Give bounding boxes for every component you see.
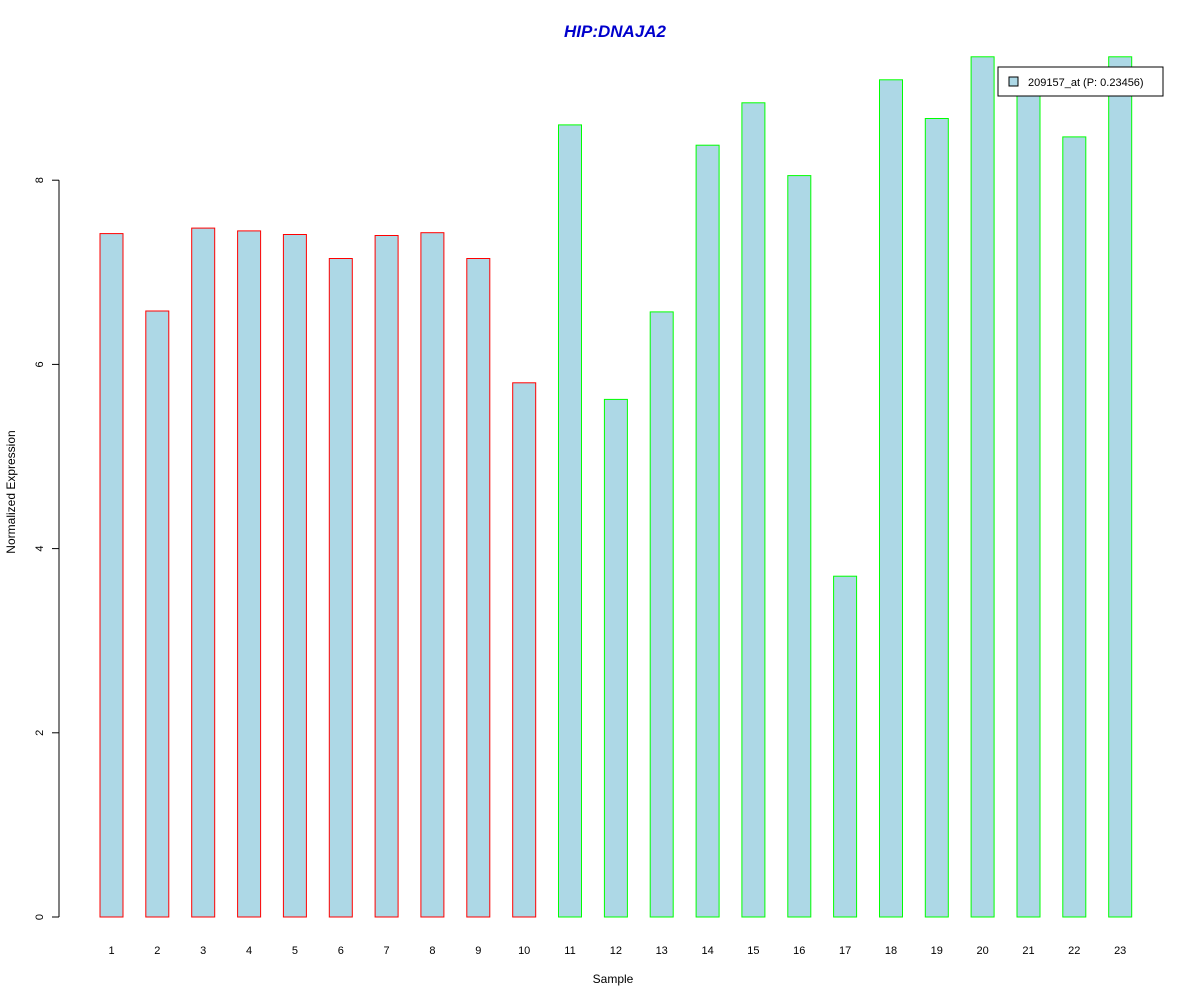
y-tick-label: 4 bbox=[34, 546, 46, 552]
bar-21 bbox=[1016, 92, 1041, 918]
x-tick-label: 5 bbox=[292, 945, 298, 957]
y-tick-label: 8 bbox=[34, 177, 46, 183]
legend: 209157_at (P: 0.23456) bbox=[997, 66, 1164, 97]
bar-11 bbox=[558, 124, 582, 918]
y-axis-title: Normalized Expression bbox=[4, 430, 18, 553]
chart-title: HIP:DNAJA2 bbox=[564, 22, 667, 41]
bar-5 bbox=[282, 234, 307, 918]
bar-9 bbox=[466, 258, 491, 918]
bar-2 bbox=[145, 310, 170, 918]
bar-13 bbox=[649, 311, 674, 918]
x-tick-label: 9 bbox=[475, 945, 481, 957]
bar-17 bbox=[833, 575, 858, 918]
x-tick-label: 20 bbox=[976, 945, 988, 957]
x-tick-label: 13 bbox=[656, 945, 668, 957]
y-tick-label: 0 bbox=[34, 914, 46, 920]
x-tick-label: 4 bbox=[246, 945, 252, 957]
bar-3 bbox=[191, 227, 216, 918]
bar-22 bbox=[1062, 136, 1087, 918]
bar-16 bbox=[787, 175, 812, 918]
x-tick-label: 10 bbox=[518, 945, 530, 957]
bar-7 bbox=[374, 235, 399, 918]
bar-18 bbox=[879, 79, 903, 918]
bar-10 bbox=[512, 382, 537, 918]
x-tick-label: 18 bbox=[885, 945, 897, 957]
x-tick-label: 19 bbox=[931, 945, 943, 957]
y-axis: 0 2 4 6 8 bbox=[34, 177, 60, 920]
x-tick-label: 7 bbox=[384, 945, 390, 957]
bar-19 bbox=[924, 118, 949, 918]
x-axis-title: Sample bbox=[593, 972, 634, 986]
bar-1 bbox=[99, 233, 124, 918]
x-tick-label: 11 bbox=[564, 945, 575, 957]
bar-15 bbox=[741, 102, 766, 918]
x-tick-label: 17 bbox=[839, 945, 851, 957]
x-tick-label: 8 bbox=[429, 945, 435, 957]
x-tick-label: 2 bbox=[154, 945, 160, 957]
x-tick-label: 1 bbox=[108, 945, 114, 957]
bar-6 bbox=[328, 258, 353, 918]
x-tick-label: 23 bbox=[1114, 945, 1126, 957]
x-tick-label: 16 bbox=[793, 945, 805, 957]
y-tick-label: 6 bbox=[34, 361, 46, 367]
legend-label: 209157_at (P: 0.23456) bbox=[1028, 77, 1144, 89]
bar-4 bbox=[237, 230, 262, 918]
x-tick-labels: 1 2 3 4 5 6 7 8 9 10 11 12 13 14 15 16 17 18 19 20 21 22 23 bbox=[108, 945, 1126, 957]
legend-box bbox=[997, 66, 1164, 97]
y-tick-label: 2 bbox=[34, 730, 46, 736]
bar-20 bbox=[970, 56, 995, 918]
legend-swatch bbox=[1008, 76, 1019, 87]
bars bbox=[99, 56, 1133, 918]
x-tick-label: 15 bbox=[747, 945, 759, 957]
bar-23 bbox=[1108, 56, 1133, 918]
x-tick-label: 21 bbox=[1022, 945, 1034, 957]
x-tick-label: 22 bbox=[1068, 945, 1080, 957]
bar-8 bbox=[420, 232, 445, 918]
bar-12 bbox=[603, 398, 628, 918]
bar-14 bbox=[695, 144, 720, 918]
x-tick-label: 3 bbox=[200, 945, 206, 957]
x-tick-label: 14 bbox=[701, 945, 713, 957]
x-tick-label: 12 bbox=[610, 945, 622, 957]
x-tick-label: 6 bbox=[338, 945, 344, 957]
